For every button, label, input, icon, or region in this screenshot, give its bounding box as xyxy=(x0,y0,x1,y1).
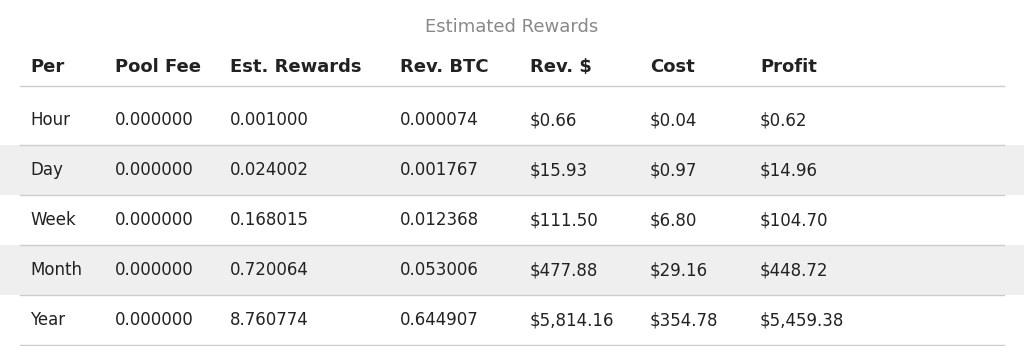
Text: 0.053006: 0.053006 xyxy=(400,261,479,279)
Text: Estimated Rewards: Estimated Rewards xyxy=(425,18,599,36)
Text: Per: Per xyxy=(30,58,65,76)
Text: 0.000000: 0.000000 xyxy=(115,161,194,179)
Bar xyxy=(0,245,1024,295)
Text: $448.72: $448.72 xyxy=(760,261,828,279)
Text: $6.80: $6.80 xyxy=(650,211,697,229)
Text: 0.001767: 0.001767 xyxy=(400,161,479,179)
Text: Pool Fee: Pool Fee xyxy=(115,58,201,76)
Text: Profit: Profit xyxy=(760,58,817,76)
Text: $111.50: $111.50 xyxy=(530,211,599,229)
Text: $354.78: $354.78 xyxy=(650,311,719,329)
Text: 8.760774: 8.760774 xyxy=(230,311,309,329)
Text: 0.644907: 0.644907 xyxy=(400,311,479,329)
Text: $29.16: $29.16 xyxy=(650,261,709,279)
Text: 0.720064: 0.720064 xyxy=(230,261,309,279)
Bar xyxy=(0,145,1024,195)
Text: $104.70: $104.70 xyxy=(760,211,828,229)
Text: $5,459.38: $5,459.38 xyxy=(760,311,845,329)
Text: Hour: Hour xyxy=(30,111,70,129)
Text: Cost: Cost xyxy=(650,58,694,76)
Bar xyxy=(0,95,1024,145)
Text: Est. Rewards: Est. Rewards xyxy=(230,58,361,76)
Text: Week: Week xyxy=(30,211,76,229)
Text: $477.88: $477.88 xyxy=(530,261,598,279)
Text: 0.000000: 0.000000 xyxy=(115,311,194,329)
Text: Year: Year xyxy=(30,311,66,329)
Text: 0.012368: 0.012368 xyxy=(400,211,479,229)
Text: Rev. BTC: Rev. BTC xyxy=(400,58,488,76)
Text: 0.000074: 0.000074 xyxy=(400,111,479,129)
Bar xyxy=(0,295,1024,345)
Text: $15.93: $15.93 xyxy=(530,161,588,179)
Text: $14.96: $14.96 xyxy=(760,161,818,179)
Text: Rev. $: Rev. $ xyxy=(530,58,592,76)
Text: $5,814.16: $5,814.16 xyxy=(530,311,614,329)
Text: 0.000000: 0.000000 xyxy=(115,211,194,229)
Text: 0.168015: 0.168015 xyxy=(230,211,309,229)
Text: $0.97: $0.97 xyxy=(650,161,697,179)
Text: $0.62: $0.62 xyxy=(760,111,808,129)
Text: 0.024002: 0.024002 xyxy=(230,161,309,179)
Text: Month: Month xyxy=(30,261,82,279)
Text: Day: Day xyxy=(30,161,62,179)
Text: 0.000000: 0.000000 xyxy=(115,111,194,129)
Text: $0.04: $0.04 xyxy=(650,111,697,129)
Text: 0.000000: 0.000000 xyxy=(115,261,194,279)
Text: $0.66: $0.66 xyxy=(530,111,578,129)
Text: 0.001000: 0.001000 xyxy=(230,111,309,129)
Bar xyxy=(0,195,1024,245)
